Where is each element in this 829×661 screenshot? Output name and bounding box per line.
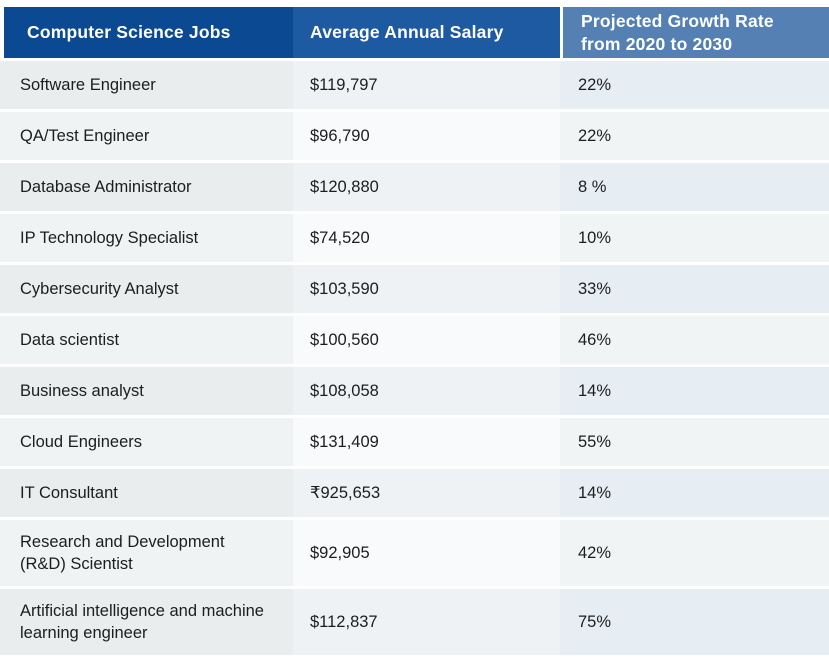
salary-cell: $108,058 <box>293 367 560 415</box>
salary-cell: $100,560 <box>293 316 560 364</box>
growth-cell: 10% <box>560 214 829 262</box>
growth-cell: 22% <box>560 112 829 160</box>
job-cell: IP Technology Specialist <box>0 214 293 262</box>
table-row: Cybersecurity Analyst $103,590 33% <box>0 265 829 313</box>
salary-cell: $96,790 <box>293 112 560 160</box>
column-header-jobs: Computer Science Jobs <box>0 3 293 58</box>
growth-cell: 8 % <box>560 163 829 211</box>
growth-cell: 42% <box>560 520 829 586</box>
job-cell: Business analyst <box>0 367 293 415</box>
growth-cell: 33% <box>560 265 829 313</box>
salary-cell: $74,520 <box>293 214 560 262</box>
column-header-growth: Projected Growth Rate from 2020 to 2030 <box>560 3 829 58</box>
salary-cell: $112,837 <box>293 589 560 655</box>
job-cell: Cybersecurity Analyst <box>0 265 293 313</box>
salary-cell: $92,905 <box>293 520 560 586</box>
job-cell: Cloud Engineers <box>0 418 293 466</box>
salary-cell: $120,880 <box>293 163 560 211</box>
column-header-salary: Average Annual Salary <box>293 3 560 58</box>
table-row: Database Administrator $120,880 8 % <box>0 163 829 211</box>
salary-cell: ₹925,653 <box>293 469 560 517</box>
job-cell: Artificial intelligence and machine lear… <box>0 589 293 655</box>
growth-cell: 22% <box>560 61 829 109</box>
table-row: Research and Development (R&D) Scientist… <box>0 520 829 586</box>
table-row: Software Engineer $119,797 22% <box>0 61 829 109</box>
job-cell: IT Consultant <box>0 469 293 517</box>
growth-cell: 14% <box>560 367 829 415</box>
salary-cell: $119,797 <box>293 61 560 109</box>
growth-cell: 55% <box>560 418 829 466</box>
growth-cell: 46% <box>560 316 829 364</box>
table-row: Artificial intelligence and machine lear… <box>0 589 829 655</box>
table-row: IP Technology Specialist $74,520 10% <box>0 214 829 262</box>
salary-cell: $131,409 <box>293 418 560 466</box>
growth-cell: 75% <box>560 589 829 655</box>
job-cell: Software Engineer <box>0 61 293 109</box>
table-row: Business analyst $108,058 14% <box>0 367 829 415</box>
job-cell: Data scientist <box>0 316 293 364</box>
table-row: Cloud Engineers $131,409 55% <box>0 418 829 466</box>
table-row: Data scientist $100,560 46% <box>0 316 829 364</box>
table-row: IT Consultant ₹925,653 14% <box>0 469 829 517</box>
header-row: Computer Science Jobs Average Annual Sal… <box>0 3 829 58</box>
salary-cell: $103,590 <box>293 265 560 313</box>
job-cell: Database Administrator <box>0 163 293 211</box>
job-cell: QA/Test Engineer <box>0 112 293 160</box>
job-cell: Research and Development (R&D) Scientist <box>0 520 293 586</box>
growth-cell: 14% <box>560 469 829 517</box>
table-row: QA/Test Engineer $96,790 22% <box>0 112 829 160</box>
